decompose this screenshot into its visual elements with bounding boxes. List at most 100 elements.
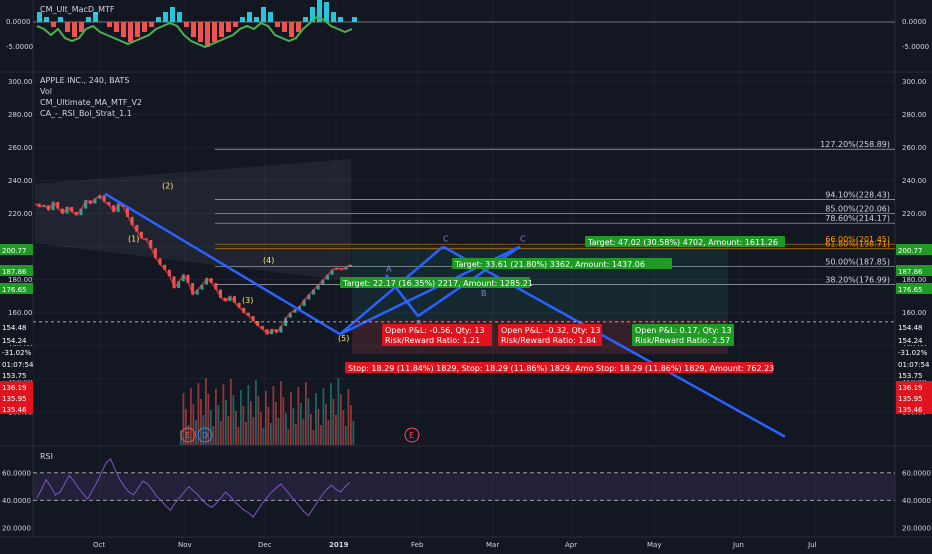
- trade-2-stop-box: [593, 362, 773, 373]
- price-candle: [163, 264, 167, 270]
- y-tick-label-left: 260.00: [8, 144, 33, 152]
- volume-bar: [202, 415, 205, 445]
- macd-y-tick-left: -5.0000: [6, 43, 33, 51]
- volume-bar: [322, 388, 325, 445]
- volume-bar: [295, 424, 297, 445]
- trade-3-pnl: Risk/Reward Ratio: 2.57: [635, 336, 730, 345]
- left-price-tag: [0, 392, 33, 403]
- volume-bar: [315, 393, 317, 445]
- price-candle: [107, 201, 111, 206]
- left-price-tag: [0, 334, 33, 345]
- macd-title[interactable]: CM_Ult_MacD_MTF: [40, 5, 115, 14]
- price-scale-label: 136.19: [898, 384, 923, 392]
- left-price-tag: [0, 346, 33, 357]
- trade-2-stop: Stop: 18.29 (11.86%) 1829, Amount: 762.2…: [596, 364, 774, 373]
- price-candle: [302, 299, 306, 307]
- y-tick-label-right: 300.00: [902, 78, 927, 86]
- macd-histogram-bar: [93, 12, 98, 22]
- price-candle: [274, 329, 278, 333]
- macd-histogram-bar: [86, 17, 91, 22]
- volume-bar: [267, 407, 270, 445]
- indicator-rsi-bol[interactable]: CA_-_RSI_Bol_Strat_1.1: [40, 109, 132, 118]
- macd-histogram-bar: [219, 22, 224, 37]
- volume-bar: [320, 425, 322, 445]
- macd-histogram-bar: [51, 22, 56, 27]
- macd-histogram-bar: [324, 2, 329, 22]
- trade-3-pnl-box: [632, 324, 734, 346]
- macd-histogram-bar: [310, 7, 315, 22]
- indicator-vol[interactable]: Vol: [40, 87, 52, 96]
- wave-label: (5): [338, 334, 349, 343]
- symbol-title[interactable]: APPLE INC., 240, BATS: [40, 76, 130, 85]
- price-candle: [51, 201, 55, 211]
- price-candle: [251, 316, 255, 321]
- event-marker-label: E: [409, 431, 414, 440]
- price-candle: [312, 289, 315, 295]
- macd-histogram-bar: [275, 22, 280, 27]
- trade-3-target: Target: 47.02 (30.58%) 4702, Amount: 161…: [587, 238, 778, 247]
- volume-bar: [190, 388, 192, 445]
- trade-1-pnl: Open P&L: -0.56, Qty: 13: [385, 326, 484, 335]
- y-tick-label-right: 160.00: [902, 309, 927, 317]
- volume-bar: [285, 413, 287, 445]
- rsi-title[interactable]: RSI: [40, 452, 53, 461]
- left-price-label: 154.48: [2, 324, 27, 332]
- price-scale-tag: [896, 358, 932, 369]
- left-price-tag: [0, 369, 33, 380]
- pattern-leg: [104, 192, 341, 336]
- rsi-y-tick-left: 40.0000: [2, 497, 31, 505]
- volume-bar: [297, 387, 300, 445]
- price-candle: [153, 248, 157, 259]
- price-scale-tag: [896, 334, 932, 345]
- price-candle: [232, 296, 236, 303]
- price-candle: [181, 274, 185, 282]
- event-marker: [180, 427, 196, 443]
- trade-2-target-box: [452, 258, 672, 269]
- macd-histogram-bar: [198, 22, 203, 42]
- left-price-tag: [0, 403, 33, 414]
- wave-label: (4): [263, 256, 274, 265]
- y-tick-label-right: 260.00: [902, 144, 927, 152]
- price-candle: [293, 309, 297, 313]
- volume-bar: [215, 389, 217, 445]
- trade-2-pnl-box: [498, 324, 602, 346]
- volume-bar: [192, 404, 195, 445]
- price-candle: [307, 294, 311, 300]
- price-candle: [200, 284, 204, 290]
- volume-bar: [282, 397, 285, 445]
- y-tick-label-left: 220.00: [8, 210, 33, 218]
- price-candle: [205, 278, 209, 285]
- volume-bar: [337, 378, 340, 445]
- trade-1-stop: Stop: 18.29 (11.84%) 1829, Stop: 18.29 (…: [348, 364, 593, 373]
- left-price-tag: [0, 265, 33, 276]
- indicator-ma[interactable]: CM_Ultimate_MA_MTF_V2: [40, 98, 143, 107]
- price-candle: [139, 231, 143, 239]
- y-tick-label-left: 280.00: [8, 111, 33, 119]
- macd-histogram-bar: [254, 17, 259, 22]
- wave-label: (2): [162, 182, 173, 191]
- macd-histogram-bar: [44, 17, 49, 22]
- macd-histogram-bar: [352, 17, 357, 22]
- volume-bar: [197, 383, 200, 445]
- price-candle: [70, 206, 74, 212]
- rsi-line: [36, 458, 351, 518]
- left-price-label: 136.19: [2, 384, 27, 392]
- volume-bar: [310, 414, 312, 445]
- target-zone: [592, 246, 700, 320]
- macd-y-tick-right: -5.0000: [902, 43, 929, 51]
- price-candle: [126, 206, 129, 217]
- price-candle: [214, 282, 218, 290]
- price-scale-label: 135.46: [898, 406, 923, 414]
- volume-bar: [207, 394, 210, 445]
- macd-histogram-bar: [128, 22, 133, 42]
- trade-1-stop-box: [345, 362, 593, 373]
- price-scale-tag: [896, 346, 932, 357]
- macd-histogram-bar: [177, 12, 182, 22]
- event-marker-label: D: [202, 431, 208, 440]
- volume-bar: [272, 386, 275, 445]
- macd-histogram-bar: [170, 7, 175, 22]
- fib-level-label: 78.60%(214.17): [825, 214, 890, 223]
- pattern-leg: [339, 245, 444, 336]
